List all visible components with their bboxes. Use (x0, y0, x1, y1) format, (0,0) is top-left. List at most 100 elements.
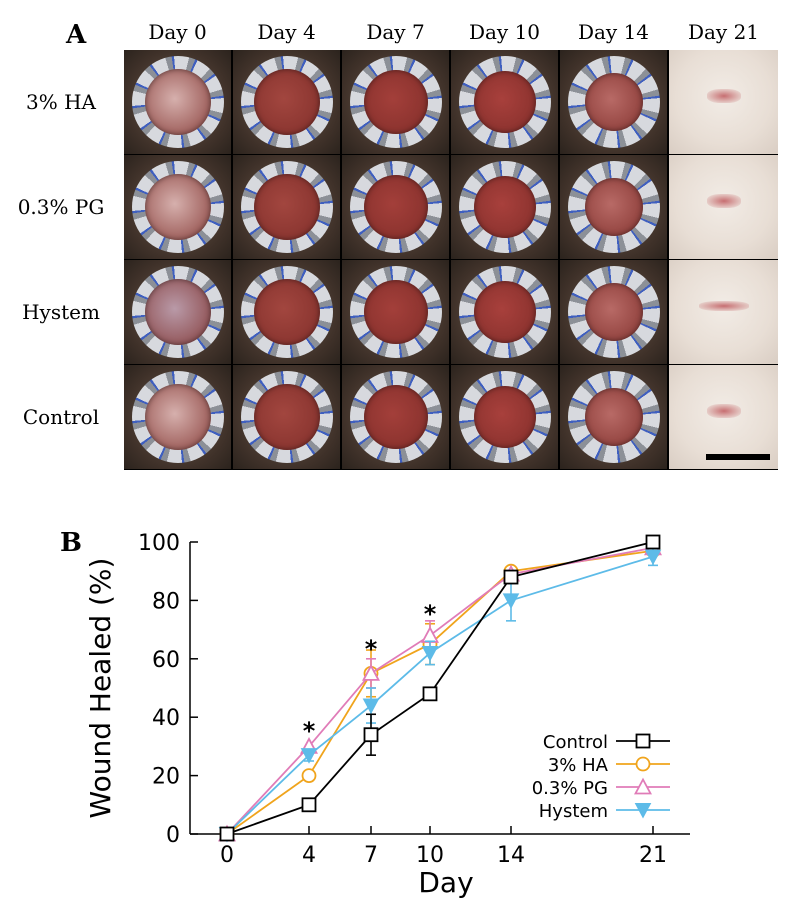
wound-photo (124, 260, 231, 364)
wound-area (363, 280, 428, 344)
x-tick-label: 4 (302, 843, 316, 868)
wound-area (473, 281, 536, 343)
legend-label: 3% HA (548, 755, 609, 776)
wound-photo (560, 260, 667, 364)
wound-photo (342, 50, 449, 154)
wound-photo (233, 260, 340, 364)
series-line (226, 549, 654, 835)
panel-a-label: A (66, 20, 87, 50)
x-tick-label: 10 (416, 843, 444, 868)
wound-photo (560, 365, 667, 469)
wound-area (473, 386, 536, 448)
chart-series (217, 534, 663, 843)
data-point (421, 645, 439, 662)
day-header: Day 10 (468, 20, 541, 44)
legend-label: Control (543, 732, 608, 753)
series-control (219, 534, 661, 842)
panel-b-label: B (60, 528, 82, 558)
chart-annotations: * * * (303, 600, 437, 745)
day-header: Day 14 (577, 20, 650, 44)
data-point (300, 748, 318, 764)
wound-photo (669, 155, 778, 259)
wound-area (144, 279, 211, 345)
wound-photo (451, 365, 558, 469)
scale-bar (706, 454, 770, 460)
wound-photo (342, 260, 449, 364)
data-point (645, 534, 661, 550)
series-line (226, 546, 654, 835)
wound-photo (560, 155, 667, 259)
wound-area (363, 385, 428, 449)
data-point (502, 593, 520, 609)
legend-label: 0.3% PG (532, 778, 608, 799)
wound-photo (669, 50, 778, 154)
y-tick-label: 80 (152, 589, 180, 614)
group-header: 3% HA (26, 90, 96, 114)
legend-label: Hystem (539, 801, 608, 822)
data-point (361, 663, 381, 681)
x-tick-label: 14 (497, 843, 525, 868)
day-header: Day 4 (257, 20, 316, 44)
significance-star: * (365, 635, 378, 663)
wound-area (363, 175, 428, 239)
wound-photo (451, 260, 558, 364)
day-header: Day 0 (148, 20, 207, 44)
wound-photo (233, 50, 340, 154)
data-point (420, 626, 440, 643)
wound-photo (669, 260, 778, 364)
y-tick-label: 60 (152, 648, 180, 673)
y-tick-label: 20 (152, 765, 180, 790)
wound-area (473, 176, 536, 238)
significance-star: * (424, 600, 437, 628)
y-tick-label: 40 (152, 706, 180, 731)
data-point (422, 686, 438, 702)
wound-area (144, 69, 211, 135)
chart-axes: 0 20 40 60 80 100 0 4 7 10 14 21 (138, 531, 690, 868)
x-tick-label: 21 (639, 843, 667, 868)
wound-photo (233, 155, 340, 259)
y-tick-label: 100 (138, 531, 180, 556)
series-line (226, 555, 654, 835)
legend-marker (635, 733, 651, 749)
y-tick-label: 0 (166, 823, 180, 848)
x-tick-label: 0 (220, 843, 234, 868)
wound-photo (451, 50, 558, 154)
data-point (301, 768, 317, 784)
y-axis-label: Wound Healed (%) (84, 558, 117, 819)
group-header: Control (22, 405, 100, 429)
data-point (362, 698, 380, 715)
healed-scar (706, 404, 741, 418)
wound-area (584, 388, 643, 446)
data-point (219, 826, 235, 842)
wound-photo (124, 155, 231, 259)
wound-area (144, 174, 211, 240)
day-header: Day 7 (366, 20, 425, 44)
wound-area (473, 71, 536, 133)
wound-photo (669, 365, 778, 469)
wound-area (584, 73, 643, 131)
legend-marker (634, 803, 652, 819)
wound-area (253, 174, 320, 240)
x-axis-label: Day (418, 866, 473, 899)
wound-photo (124, 50, 231, 154)
legend-marker (633, 777, 653, 795)
wound-area (584, 283, 643, 341)
data-point (301, 797, 317, 813)
healed-scar (706, 89, 741, 103)
series-line (226, 541, 654, 835)
wound-photo (451, 155, 558, 259)
significance-star: * (303, 717, 316, 745)
wound-photo (560, 50, 667, 154)
day-header: Day 21 (687, 20, 760, 44)
healed-scar (698, 301, 749, 311)
wound-photo (124, 365, 231, 469)
wound-area (253, 69, 320, 135)
group-header: Hystem (22, 300, 100, 324)
x-tick-label: 7 (364, 843, 378, 868)
healed-scar (706, 194, 741, 208)
wound-photo (233, 365, 340, 469)
wound-area (584, 178, 643, 236)
data-point (503, 569, 519, 585)
